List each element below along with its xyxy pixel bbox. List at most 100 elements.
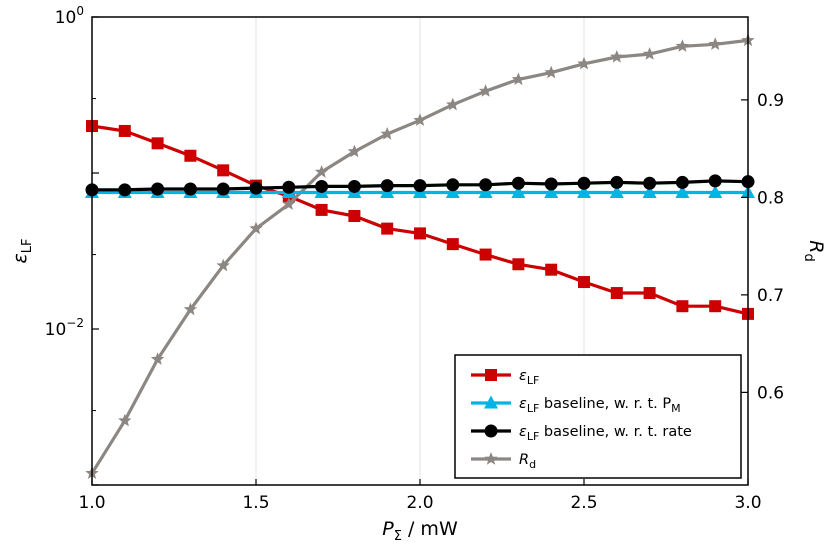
data-point xyxy=(348,210,361,223)
y-left-label-symbol: ε xyxy=(9,253,31,263)
x-axis-label-subscript: Σ xyxy=(394,529,402,544)
y-right-tick-label: 0.9 xyxy=(757,91,784,111)
data-point xyxy=(446,238,459,251)
data-point xyxy=(413,179,427,193)
legend-symbol: ε xyxy=(519,368,527,384)
data-point xyxy=(282,180,296,194)
data-point xyxy=(414,227,426,240)
data-point xyxy=(282,197,296,210)
legend-marker xyxy=(485,369,497,381)
legend-subscript: LF xyxy=(527,402,539,415)
data-point xyxy=(610,50,624,63)
y-right-axis-label: Rd xyxy=(801,240,827,261)
legend-entry: εLF baseline, w. r. t. rate xyxy=(471,424,692,443)
data-point xyxy=(249,181,263,195)
data-point xyxy=(544,184,559,198)
data-point xyxy=(577,184,591,198)
x-tick-label: 2.5 xyxy=(570,493,597,513)
y-left-label-subscript: LF xyxy=(20,238,35,253)
data-point xyxy=(381,222,394,235)
x-tick-label: 3.0 xyxy=(734,493,761,513)
x-axis-label-unit: / mW xyxy=(402,518,458,540)
data-point xyxy=(183,302,198,316)
data-point xyxy=(642,47,657,60)
data-point xyxy=(217,164,230,177)
data-point xyxy=(478,84,493,97)
data-point xyxy=(675,184,690,198)
x-axis-label: PΣ / mW xyxy=(382,518,458,544)
data-point xyxy=(151,182,165,196)
y-right-label-symbol: R xyxy=(805,240,827,253)
data-point xyxy=(511,176,525,190)
data-point xyxy=(184,149,197,162)
legend-text-rest: baseline, w. r. t. rate xyxy=(539,424,692,440)
data-point xyxy=(512,258,525,271)
y-left-tick-label: 100 xyxy=(55,4,84,28)
tick-exponent: 0 xyxy=(76,4,84,18)
data-point xyxy=(544,177,558,191)
y-left-axis-label: εLF xyxy=(9,238,35,263)
legend-subscript: LF xyxy=(527,430,539,443)
data-point xyxy=(609,184,624,198)
data-point xyxy=(479,248,492,261)
legend-entry: εLF baseline, w. r. t. PM xyxy=(471,395,681,415)
data-point xyxy=(675,175,689,189)
x-tick-label: 1.0 xyxy=(78,493,105,513)
data-point xyxy=(478,184,493,198)
x-tick-label: 1.5 xyxy=(242,493,269,513)
legend-text-rest: baseline, w. r. t. P xyxy=(539,396,671,412)
data-point xyxy=(643,176,657,190)
series-layer xyxy=(85,33,755,479)
data-point xyxy=(315,179,329,193)
y-left-tick-label: 10−2 xyxy=(45,316,84,340)
data-point xyxy=(118,413,132,427)
data-point xyxy=(643,287,656,300)
data-point xyxy=(249,221,263,235)
legend-symbol: R xyxy=(519,452,529,468)
legend-marker xyxy=(484,395,498,409)
data-point xyxy=(446,178,460,192)
data-point xyxy=(479,178,493,192)
legend-rest-subscript: M xyxy=(671,402,681,415)
legend-subscript: LF xyxy=(527,374,539,387)
data-point xyxy=(577,56,591,70)
data-point xyxy=(314,165,329,178)
data-point xyxy=(183,182,197,196)
data-point xyxy=(511,72,526,86)
legend-subscript: d xyxy=(529,458,536,471)
data-point xyxy=(446,97,460,111)
data-point xyxy=(577,176,591,190)
data-point xyxy=(118,124,131,137)
legend-symbol: ε xyxy=(519,396,527,412)
data-point xyxy=(151,137,164,150)
data-point xyxy=(511,184,526,198)
legend-entry: Rd xyxy=(471,452,536,471)
legend-label: εLF baseline, w. r. t. rate xyxy=(519,424,692,443)
data-point xyxy=(676,300,689,313)
data-point xyxy=(413,113,427,126)
tick-base: 10 xyxy=(45,320,67,340)
legend-marker xyxy=(484,452,498,465)
legend-label: εLF xyxy=(519,368,539,387)
data-point xyxy=(347,179,361,193)
data-point xyxy=(150,352,165,365)
data-point xyxy=(216,182,230,196)
data-point xyxy=(610,287,623,300)
y-right-tick-label: 0.6 xyxy=(757,383,784,403)
tick-exponent: −2 xyxy=(66,316,84,330)
y-right-tick-label: 0.8 xyxy=(757,188,784,208)
data-point xyxy=(544,65,558,79)
data-point xyxy=(315,203,328,216)
legend-entry: εLF xyxy=(471,368,539,387)
x-tick-label: 2.0 xyxy=(406,493,433,513)
legend-label: Rd xyxy=(519,452,536,471)
y-right-label-subscript: d xyxy=(801,253,816,261)
legend-label: εLF baseline, w. r. t. PM xyxy=(519,396,681,415)
data-point xyxy=(610,175,624,189)
data-point xyxy=(675,39,690,52)
data-point xyxy=(642,184,657,198)
data-point xyxy=(708,37,722,50)
